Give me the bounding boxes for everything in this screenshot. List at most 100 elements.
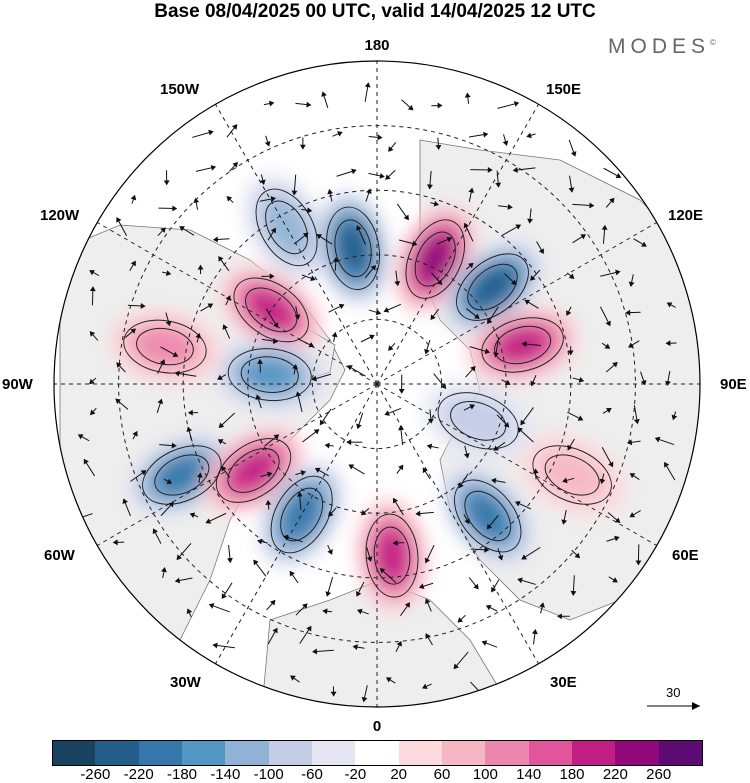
wind-arrowhead xyxy=(626,439,633,446)
wind-arrowhead xyxy=(306,101,312,108)
wind-arrowhead xyxy=(330,691,337,697)
wind-arrowhead xyxy=(331,331,338,338)
colorbar-swatch xyxy=(182,740,226,766)
wind-vectors xyxy=(76,82,678,703)
wind-arrowhead xyxy=(521,341,527,348)
colorbar-swatch xyxy=(528,740,573,766)
wind-arrowhead xyxy=(502,140,509,146)
wind-arrowhead xyxy=(370,264,377,271)
wind-arrowhead xyxy=(308,341,315,348)
wind-arrowhead xyxy=(379,172,385,179)
wind-arrowhead xyxy=(664,461,670,468)
wind-arrowhead xyxy=(272,627,278,634)
wind-arrowhead xyxy=(369,334,375,340)
wind-arrowhead xyxy=(424,348,430,355)
wind-arrowhead xyxy=(356,423,362,430)
wind-arrowhead xyxy=(294,314,301,320)
wind-arrowhead xyxy=(140,470,147,476)
wind-arrowhead xyxy=(375,309,382,316)
wind-arrowhead xyxy=(282,534,289,541)
wind-arrowhead xyxy=(83,458,89,465)
wind-arrowhead xyxy=(208,603,215,609)
wind-arrowhead xyxy=(418,583,425,590)
colorbar-swatch xyxy=(615,740,660,766)
colorbar-swatch xyxy=(138,740,183,766)
wind-arrowhead xyxy=(520,419,526,426)
wind-arrowhead xyxy=(480,692,486,699)
wind-arrowhead xyxy=(440,383,447,389)
colorbar-swatch xyxy=(312,740,356,766)
contour-line xyxy=(280,487,324,542)
lon-label-180: 180 xyxy=(364,37,390,54)
wind-arrowhead xyxy=(272,338,279,344)
wind-arrowhead xyxy=(383,307,390,313)
wind-arrowhead xyxy=(464,92,471,98)
wind-arrowhead xyxy=(299,144,306,150)
wind-arrowhead xyxy=(666,302,673,308)
meridian-line xyxy=(215,383,378,664)
colorbar-tick-label: 220 xyxy=(602,766,628,783)
wind-arrowhead xyxy=(493,352,500,358)
wind-arrowhead xyxy=(291,190,298,196)
wind-arrowhead xyxy=(186,426,193,433)
wind-arrowhead xyxy=(130,194,137,201)
wind-arrowhead xyxy=(268,100,275,107)
wind-arrowhead xyxy=(264,141,271,147)
wind-arrowhead xyxy=(467,262,474,269)
wind-arrowhead xyxy=(635,560,642,566)
wind-arrowhead xyxy=(266,471,273,478)
colorbar-tick-label: 60 xyxy=(433,766,451,783)
wind-arrowhead xyxy=(122,498,128,505)
lon-label-120e: 120E xyxy=(668,207,704,224)
contour-line xyxy=(450,401,507,441)
colorbar-swatch xyxy=(268,740,313,766)
wind-arrowhead xyxy=(112,539,118,546)
wind-arrowhead xyxy=(524,299,531,305)
wind-arrowhead xyxy=(205,518,212,524)
anomaly-blob xyxy=(230,450,277,491)
wind-arrowhead xyxy=(491,586,497,593)
lon-label-30e: 30E xyxy=(550,674,577,691)
wind-arrowhead xyxy=(130,260,136,267)
contour-line xyxy=(227,348,312,402)
wind-arrowhead xyxy=(427,184,433,190)
wind-arrowhead xyxy=(568,187,575,193)
wind-arrowhead xyxy=(398,464,404,471)
wind-arrowhead xyxy=(486,523,493,530)
wind-arrowhead xyxy=(310,275,316,282)
wind-arrowhead xyxy=(265,499,272,506)
contour-line xyxy=(437,392,519,450)
contour-line xyxy=(544,454,600,496)
wind-arrowhead xyxy=(497,554,504,561)
contour-line xyxy=(142,445,222,505)
wind-arrowhead xyxy=(295,391,302,397)
wind-arrowhead xyxy=(300,470,307,476)
wind-arrowhead xyxy=(393,497,399,504)
contour-line xyxy=(334,219,372,278)
wind-arrowhead xyxy=(327,188,334,195)
wind-arrowhead xyxy=(166,478,173,484)
meridian-line xyxy=(376,104,539,385)
wind-arrowhead xyxy=(493,445,499,451)
map-title: Base 08/04/2025 00 UTC, valid 14/04/2025… xyxy=(154,1,596,22)
colorbar-tick-label: 260 xyxy=(646,766,672,783)
colorbar-swatch xyxy=(355,740,400,766)
wind-arrowhead xyxy=(437,102,443,109)
wind-arrowhead xyxy=(361,696,368,703)
wind-arrowhead xyxy=(152,528,158,535)
wind-arrowhead xyxy=(503,421,510,428)
wind-arrowhead xyxy=(257,538,263,545)
wind-arrowhead xyxy=(530,275,536,281)
wind-arrowhead xyxy=(510,279,517,286)
wind-arrowhead xyxy=(231,124,238,130)
wind-arrowhead xyxy=(628,342,634,348)
wind-arrowhead xyxy=(385,677,392,683)
wind-arrowhead xyxy=(463,453,470,459)
wind-arrowhead xyxy=(566,310,572,316)
wind-arrowhead xyxy=(532,468,539,474)
contour-line xyxy=(326,206,380,290)
wind-arrowhead xyxy=(614,517,621,523)
colorbar-tick-label: -220 xyxy=(123,766,154,783)
wind-arrowhead xyxy=(222,324,228,330)
wind-arrowhead xyxy=(176,554,182,561)
